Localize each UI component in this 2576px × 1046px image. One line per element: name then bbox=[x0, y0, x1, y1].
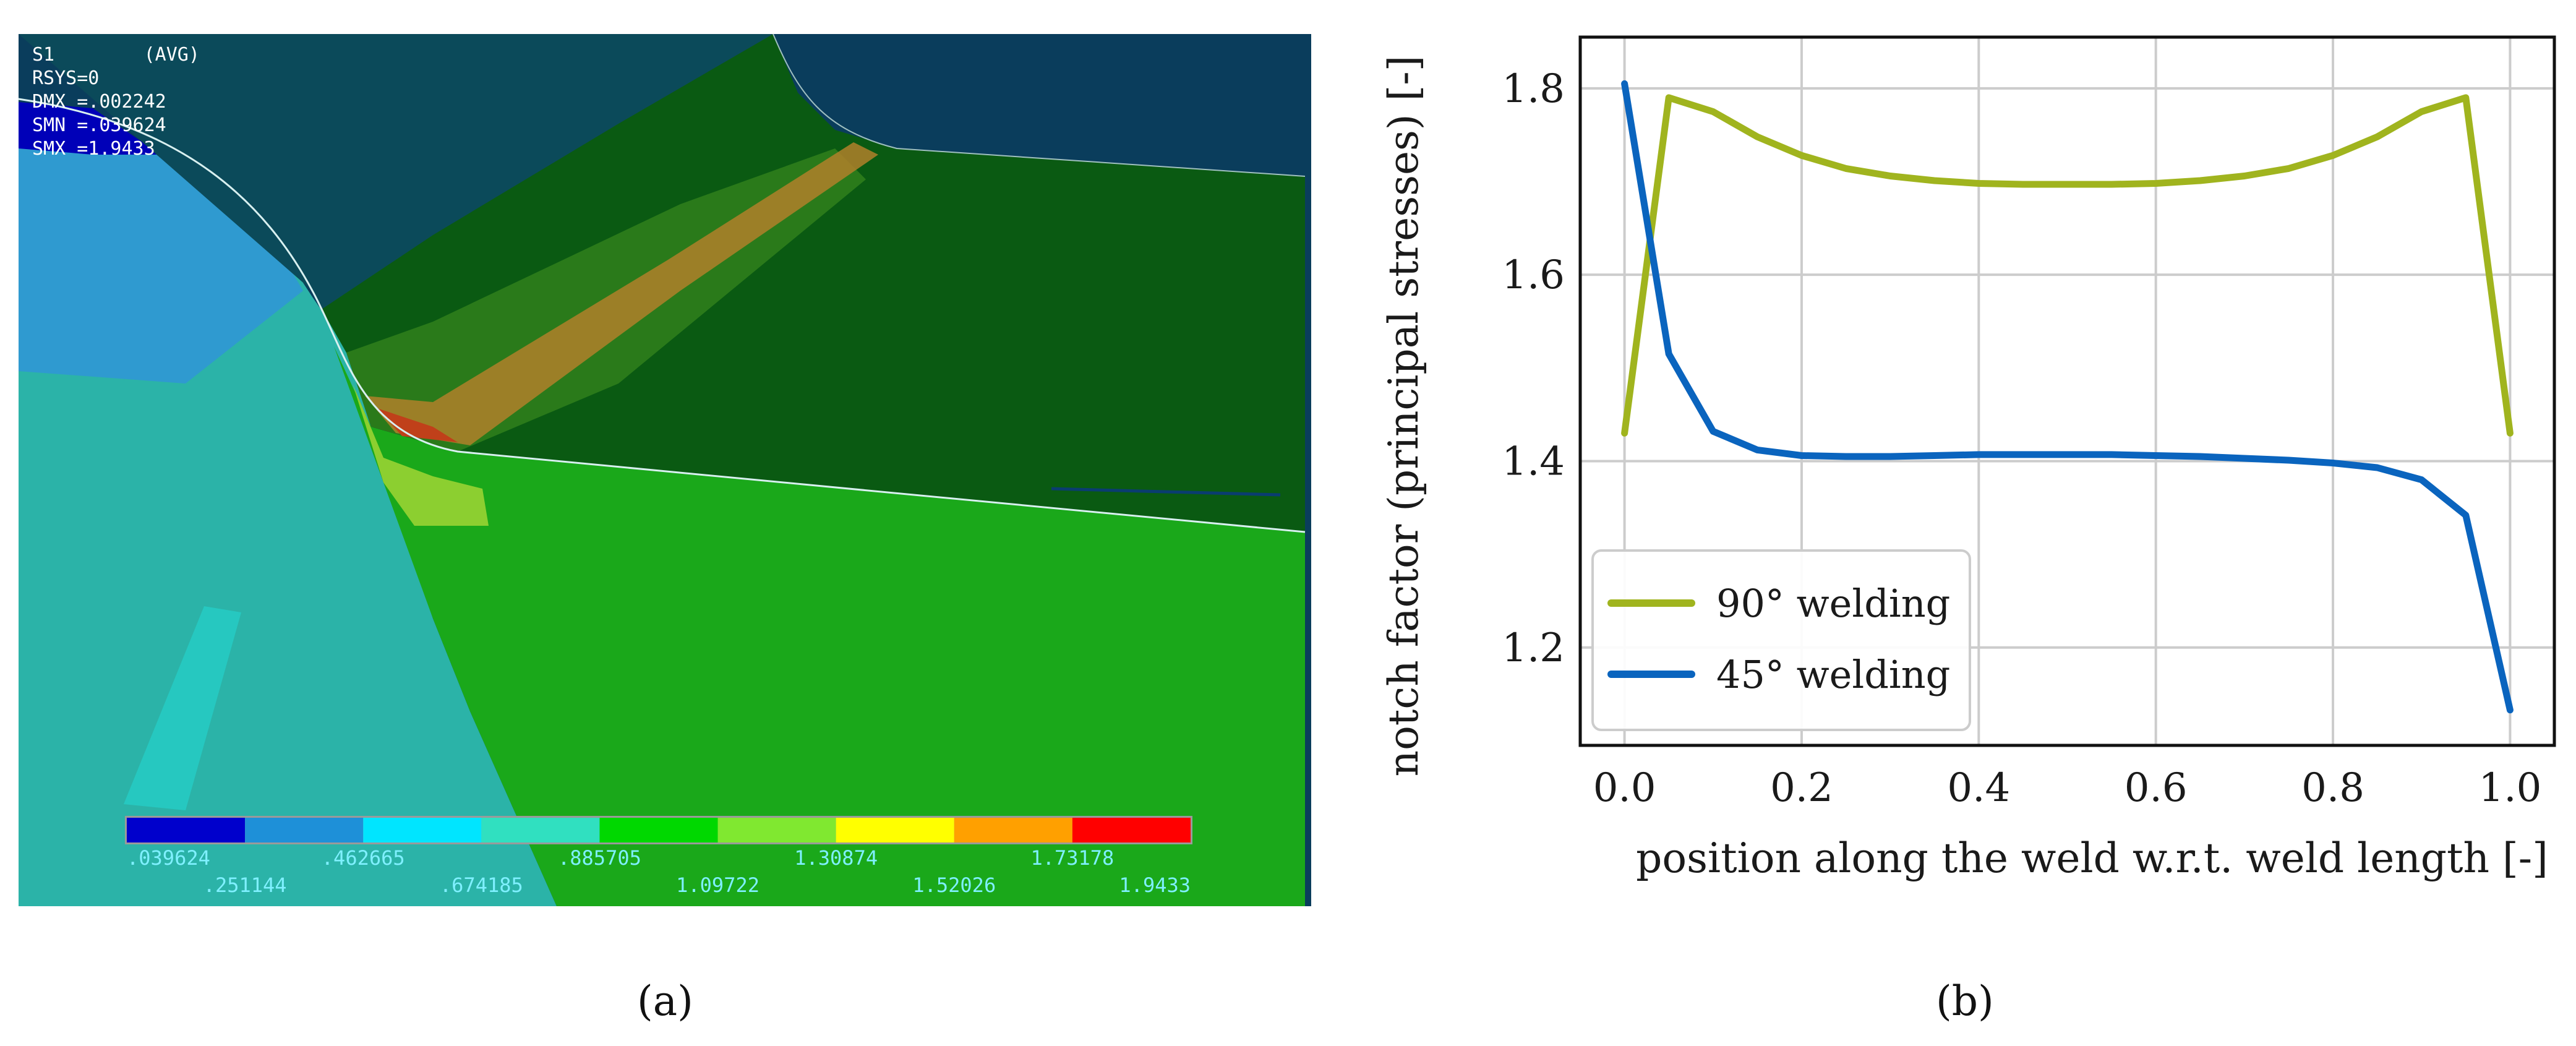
chart-ticks: 0.0 0.2 0.4 0.6 0.8 1.0 1.2 1.4 1.6 1.8 bbox=[1502, 66, 2541, 811]
x-tick-label: 0.8 bbox=[2301, 765, 2364, 811]
series-line bbox=[1621, 94, 2514, 437]
fem-header: S1 (AVG) RSYS=0 DMX =.002242 SMN =.03962… bbox=[32, 44, 200, 160]
legend-swatch bbox=[127, 818, 246, 842]
legend-label-bottom: 1.09722 bbox=[676, 873, 760, 897]
legend-label-bottom: 1.52026 bbox=[912, 873, 996, 897]
chart-grid bbox=[1580, 37, 2554, 745]
y-tick-label: 1.2 bbox=[1502, 625, 1565, 671]
fem-contour-plot: S1 (AVG) RSYS=0 DMX =.002242 SMN =.03962… bbox=[18, 33, 1311, 906]
fem-header-line: SMX =1.9433 bbox=[32, 138, 155, 160]
caption-a: (a) bbox=[637, 977, 693, 1025]
fem-color-legend: .039624 .462665 .885705 1.30874 1.73178 .2511… bbox=[125, 816, 1192, 897]
y-axis-label: notch factor (principal stresses) [-] bbox=[1380, 56, 1427, 777]
y-tick-label: 1.4 bbox=[1502, 439, 1565, 484]
legend-swatch bbox=[1072, 818, 1191, 842]
legend-label-top: .462665 bbox=[322, 846, 405, 870]
x-tick-label: 1.0 bbox=[2479, 765, 2542, 811]
legend-label-top: 1.73178 bbox=[1030, 846, 1114, 870]
legend-label-top: 1.30874 bbox=[794, 846, 878, 870]
notch-factor-chart: 0.0 0.2 0.4 0.6 0.8 1.0 1.2 1.4 1.6 1.8 position … bbox=[1380, 35, 2556, 882]
legend-label-bottom: 1.9433 bbox=[1119, 873, 1191, 897]
fem-crack-line bbox=[1051, 487, 1281, 497]
legend-box bbox=[1591, 549, 1971, 731]
chart-series-group bbox=[1621, 80, 2514, 714]
legend-label-top: .039624 bbox=[127, 846, 210, 870]
series-line bbox=[1621, 80, 2514, 714]
legend-label-bottom: .251144 bbox=[203, 873, 287, 897]
chart-legend: 90° welding 45° welding bbox=[1591, 549, 1971, 731]
legend-swatch bbox=[599, 818, 718, 842]
x-axis-label: position along the weld w.r.t. weld leng… bbox=[1636, 834, 2548, 882]
legend-swatch bbox=[836, 818, 954, 842]
fem-region-blue bbox=[19, 124, 303, 384]
chart-frame bbox=[1578, 35, 2556, 747]
fem-hotspot-yellow bbox=[353, 384, 489, 526]
legend-label-top: .885705 bbox=[558, 846, 641, 870]
fem-sliver-teal bbox=[124, 606, 241, 810]
fem-region-green bbox=[334, 346, 1305, 906]
legend-swatch bbox=[954, 818, 1072, 842]
fem-region-darkgreen bbox=[322, 34, 1305, 532]
fem-region-deep-blue bbox=[19, 102, 161, 155]
fem-header-line: RSYS=0 bbox=[32, 67, 99, 89]
y-tick-label: 1.8 bbox=[1502, 66, 1565, 112]
legend-swatch bbox=[481, 818, 600, 842]
fem-header-line: SMN =.039624 bbox=[32, 114, 166, 136]
legend-label-bottom: .674185 bbox=[440, 873, 523, 897]
fem-top-outline bbox=[772, 33, 1306, 177]
y-tick-label: 1.6 bbox=[1502, 252, 1565, 298]
legend-swatch bbox=[717, 818, 836, 842]
x-tick-label: 0.6 bbox=[2125, 765, 2188, 811]
fem-weld-outline bbox=[18, 98, 1306, 533]
legend-swatch bbox=[245, 818, 364, 842]
fem-hotspot-orange bbox=[365, 142, 878, 445]
x-tick-label: 0.0 bbox=[1593, 765, 1656, 811]
legend-entry-label: 45° welding bbox=[1716, 652, 1950, 697]
legend-swatch bbox=[363, 818, 482, 842]
fem-header-line: DMX =.002242 bbox=[32, 91, 166, 113]
legend-entry-label: 90° welding bbox=[1716, 581, 1950, 626]
fem-header-line: S1 (AVG) bbox=[32, 44, 200, 66]
caption-b: (b) bbox=[1936, 977, 1994, 1025]
x-tick-label: 0.4 bbox=[1947, 765, 2010, 811]
x-tick-label: 0.2 bbox=[1770, 765, 1833, 811]
fem-hotspot-red bbox=[377, 408, 458, 442]
